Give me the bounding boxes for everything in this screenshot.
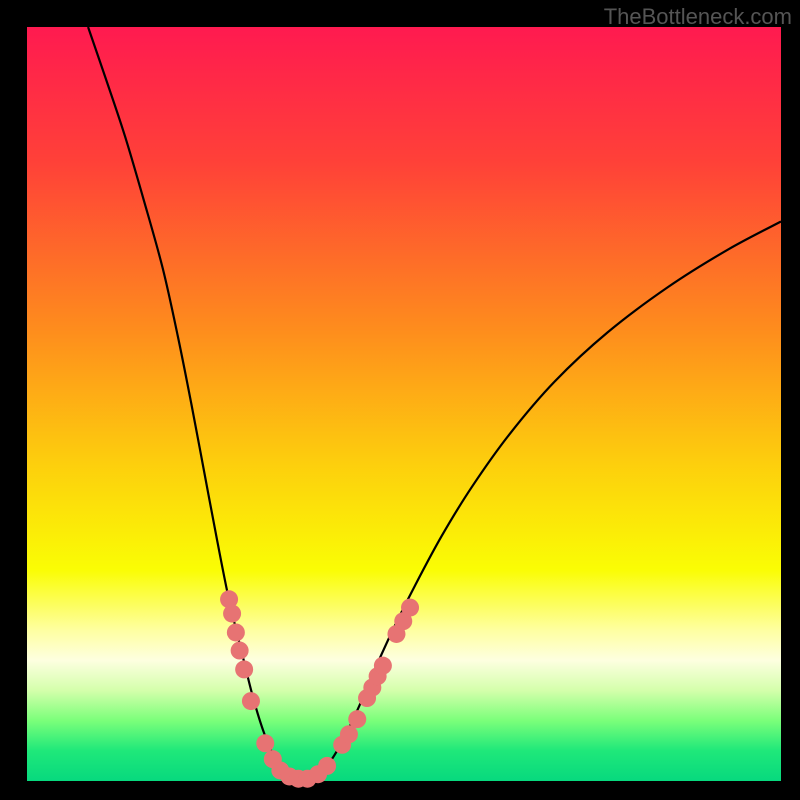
- curve-marker: [348, 710, 366, 728]
- curve-marker: [242, 692, 260, 710]
- curve-marker: [401, 599, 419, 617]
- curve-marker: [223, 605, 241, 623]
- watermark-text: TheBottleneck.com: [604, 4, 792, 30]
- curve-marker: [340, 725, 358, 743]
- curve-marker: [231, 642, 249, 660]
- curve-marker: [256, 734, 274, 752]
- curve-marker: [235, 660, 253, 678]
- bottleneck-chart: TheBottleneck.com: [0, 0, 800, 800]
- curve-marker: [374, 657, 392, 675]
- curve-marker: [318, 757, 336, 775]
- curve-marker: [227, 623, 245, 641]
- plot-background: [27, 27, 781, 781]
- chart-svg: [0, 0, 800, 800]
